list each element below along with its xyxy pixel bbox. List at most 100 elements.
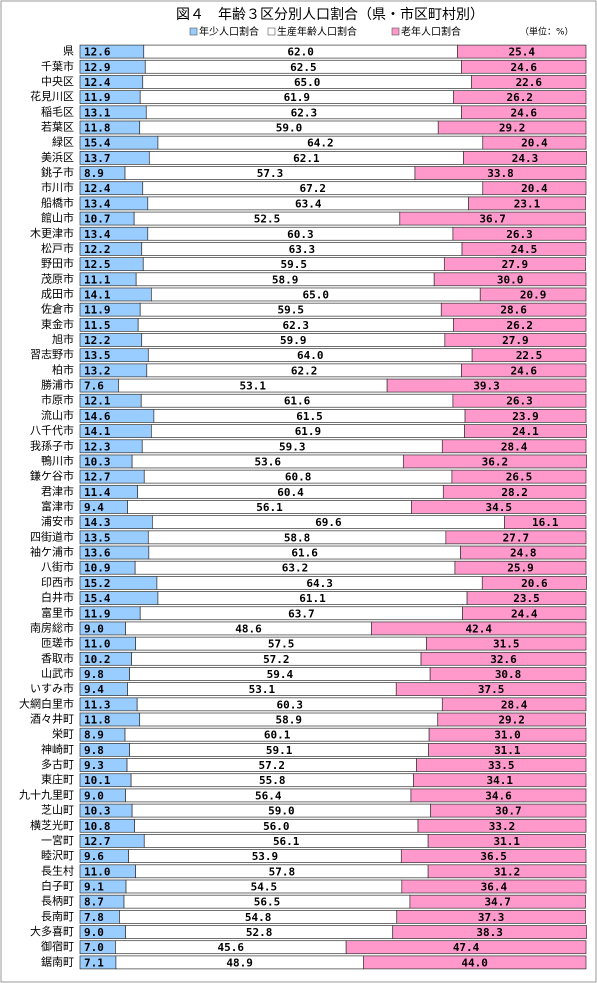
category-label: 勝浦市 bbox=[41, 378, 74, 392]
category-label: 長柄町 bbox=[41, 895, 74, 908]
value-label: 60.4 bbox=[277, 486, 304, 499]
value-label: 31.1 bbox=[494, 835, 521, 848]
bar-segment bbox=[417, 818, 587, 833]
category-label: 鴨川市 bbox=[41, 453, 74, 467]
value-label: 20.9 bbox=[520, 288, 547, 301]
category-label: 美浜区 bbox=[41, 151, 74, 164]
category-label: 香取市 bbox=[41, 651, 74, 665]
bar-segment bbox=[441, 697, 587, 712]
value-label: 20.4 bbox=[521, 182, 548, 195]
value-label: 60.3 bbox=[287, 228, 314, 241]
value-label: 26.2 bbox=[506, 91, 533, 104]
bar-segment bbox=[428, 743, 587, 757]
bar-segment bbox=[371, 621, 587, 636]
value-label: 8.9 bbox=[84, 729, 104, 742]
bar-segment bbox=[428, 727, 587, 742]
value-label: 11.0 bbox=[84, 865, 111, 878]
value-label: 27.7 bbox=[503, 531, 530, 544]
category-label: 東金市 bbox=[41, 317, 74, 331]
value-label: 60.1 bbox=[264, 729, 291, 742]
value-label: 47.4 bbox=[453, 941, 480, 954]
value-label: 63.4 bbox=[295, 197, 322, 210]
value-label: 23.9 bbox=[512, 410, 539, 423]
bar-segment bbox=[401, 879, 587, 894]
category-label: 白井市 bbox=[41, 590, 74, 604]
value-label: 10.2 bbox=[84, 653, 111, 666]
value-label: 24.6 bbox=[511, 364, 538, 377]
category-label: 船橋市 bbox=[41, 195, 74, 209]
value-label: 11.8 bbox=[84, 121, 111, 134]
value-label: 11.5 bbox=[84, 319, 111, 332]
bar-segment bbox=[414, 166, 587, 180]
value-label: 28.2 bbox=[501, 486, 528, 499]
category-label: 大網白里市 bbox=[19, 696, 74, 710]
category-label: 匝瑳市 bbox=[41, 636, 74, 650]
value-label: 52.5 bbox=[254, 213, 281, 226]
category-label: 富津市 bbox=[41, 499, 74, 513]
value-label: 33.2 bbox=[489, 820, 516, 833]
value-label: 59.5 bbox=[281, 258, 308, 271]
value-label: 26.5 bbox=[506, 471, 533, 484]
value-label: 58.9 bbox=[275, 714, 302, 727]
category-label: 木更津市 bbox=[30, 226, 74, 240]
category-label: 稲毛区 bbox=[41, 105, 74, 118]
category-label: 長南町 bbox=[41, 910, 74, 923]
value-label: 15.4 bbox=[84, 137, 111, 150]
bar-segment bbox=[427, 864, 587, 879]
value-label: 34.7 bbox=[484, 896, 511, 909]
bar-segment bbox=[443, 257, 586, 271]
value-label: 59.9 bbox=[280, 334, 307, 347]
value-label: 11.0 bbox=[84, 638, 111, 651]
bar-segment bbox=[471, 348, 587, 363]
value-label: 61.6 bbox=[284, 395, 311, 408]
value-label: 11.4 bbox=[84, 486, 111, 499]
category-label: 成田市 bbox=[41, 286, 74, 300]
value-label: 31.1 bbox=[494, 744, 521, 757]
value-label: 29.2 bbox=[498, 714, 525, 727]
value-label: 67.2 bbox=[300, 182, 327, 195]
value-label: 48.9 bbox=[226, 956, 253, 969]
bar-segment bbox=[386, 378, 587, 393]
value-label: 13.5 bbox=[84, 349, 111, 362]
value-label: 60.8 bbox=[285, 471, 312, 484]
bar-segment bbox=[451, 469, 587, 484]
value-label: 12.9 bbox=[84, 61, 111, 74]
value-label: 59.4 bbox=[267, 668, 294, 681]
bar-segment bbox=[454, 560, 587, 575]
category-label: 長生村 bbox=[41, 863, 74, 877]
value-label: 24.5 bbox=[511, 243, 538, 256]
category-label: 野田市 bbox=[41, 256, 74, 270]
value-label: 63.3 bbox=[289, 243, 316, 256]
bar-segment bbox=[444, 333, 587, 347]
value-label: 64.3 bbox=[306, 577, 333, 590]
value-label: 53.1 bbox=[249, 683, 276, 696]
value-label: 54.5 bbox=[251, 880, 278, 893]
value-label: 62.5 bbox=[290, 61, 317, 74]
value-label: 64.2 bbox=[307, 137, 334, 150]
bar-segment bbox=[461, 59, 587, 74]
category-label: 南房総市 bbox=[30, 620, 74, 634]
bar-segment bbox=[482, 135, 587, 150]
category-label: 大多喜町 bbox=[30, 924, 74, 938]
value-label: 44.0 bbox=[461, 956, 488, 969]
bar-segment bbox=[396, 909, 586, 924]
value-label: 56.1 bbox=[256, 501, 283, 514]
value-label: 57.2 bbox=[259, 759, 286, 772]
category-label: 県 bbox=[63, 45, 74, 58]
legend-label: 生産年齢人口割合 bbox=[277, 25, 357, 38]
category-label: 柏市 bbox=[52, 362, 74, 376]
value-label: 57.8 bbox=[269, 865, 296, 878]
bar-segment bbox=[461, 105, 587, 120]
bar-segment bbox=[416, 758, 587, 772]
bar-segment bbox=[461, 363, 587, 378]
value-label: 12.4 bbox=[84, 182, 111, 195]
value-label: 33.5 bbox=[488, 759, 515, 772]
value-label: 22.6 bbox=[516, 76, 543, 89]
value-label: 59.1 bbox=[266, 744, 293, 757]
value-label: 26.3 bbox=[506, 395, 533, 408]
value-label: 59.3 bbox=[279, 440, 306, 453]
value-label: 12.2 bbox=[84, 243, 111, 256]
category-label: 茂原市 bbox=[41, 271, 74, 285]
value-label: 52.8 bbox=[246, 926, 273, 939]
bar-segment bbox=[453, 317, 587, 332]
